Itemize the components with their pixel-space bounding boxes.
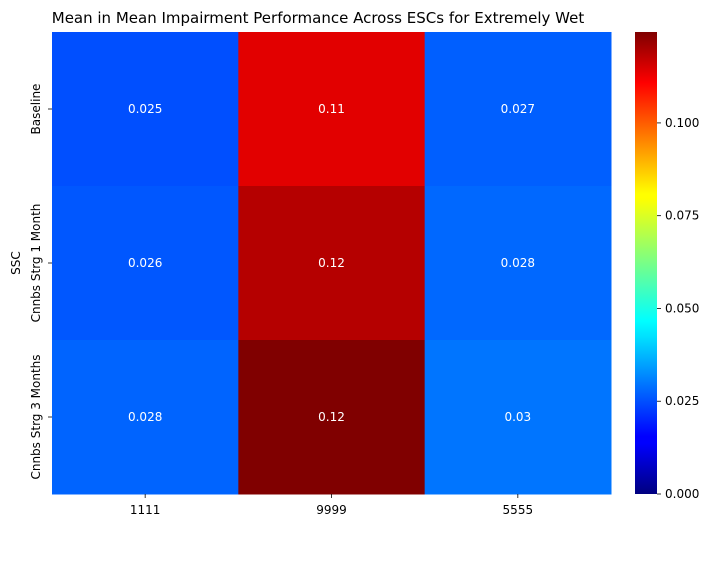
heatmap-cell-label: 0.025 [128,102,162,116]
heatmap-cell-label: 0.028 [501,256,535,270]
heatmap-cell-labels: 0.025 0.11 0.027 0.026 0.12 0.028 0.028 0.12 0.0… [128,102,535,424]
heatmap-cell-label: 0.12 [318,410,345,424]
heatmap-cells [52,32,612,495]
heatmap-cell [238,340,426,495]
x-tick-label: 1111 [130,503,161,517]
heatmap-cell-label: 0.028 [128,410,162,424]
heatmap-cell [52,32,239,187]
y-tick-label: Cnnbs Strg 1 Month [29,204,43,323]
colorbar-tick-label: 0.025 [665,394,699,408]
x-tick-label: 5555 [503,503,534,517]
heatmap-cell [424,32,612,187]
heatmap-cell-label: 0.026 [128,256,162,270]
colorbar-tick-label: 0.000 [665,487,699,501]
heatmap-cell [424,340,612,495]
heatmap-cell [52,340,239,495]
x-tick-label: 9999 [316,503,347,517]
heatmap-cell [424,186,612,341]
colorbar-tick-label: 0.100 [665,116,699,130]
heatmap-cell-label: 0.12 [318,256,345,270]
colorbar-ticks: 0.000 0.025 0.050 0.075 0.100 [657,116,699,501]
y-axis-label: SSC [9,251,23,275]
y-tick-label: Baseline [29,84,43,135]
colorbar [635,32,657,494]
heatmap-cell [52,186,239,341]
heatmap-cell-label: 0.11 [318,102,345,116]
chart-title: Mean in Mean Impairment Performance Acro… [52,9,585,27]
heatmap-cell-label: 0.03 [504,410,531,424]
y-axis-ticks: Baseline Cnnbs Strg 1 Month Cnnbs Strg 3 M… [29,84,52,480]
colorbar-tick-label: 0.075 [665,209,699,223]
heatmap-cell [238,32,426,187]
colorbar-tick-label: 0.050 [665,301,699,315]
heatmap-cell-label: 0.027 [501,102,535,116]
y-tick-label: Cnnbs Strg 3 Months [29,354,43,479]
heatmap-cell [238,186,426,341]
x-axis-ticks: 1111 9999 5555 [130,494,533,517]
